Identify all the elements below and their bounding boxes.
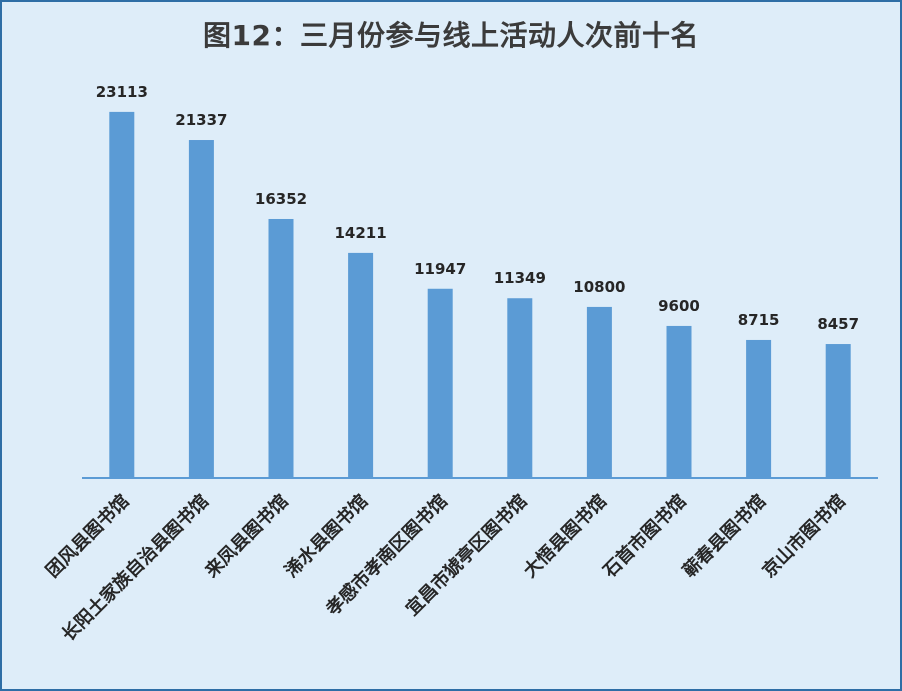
category-label: 京山市图书馆 <box>758 490 850 582</box>
category-label: 来凤县图书馆 <box>200 490 293 583</box>
data-label: 16352 <box>255 190 307 208</box>
data-label: 8457 <box>817 315 859 333</box>
category-label: 长阳土家族自治县图书馆 <box>57 490 213 646</box>
data-label: 10800 <box>573 278 625 296</box>
bar <box>825 344 851 478</box>
data-label: 21337 <box>175 111 227 129</box>
bar <box>188 140 214 479</box>
bar <box>427 288 453 478</box>
data-label: 14211 <box>335 224 387 242</box>
category-label: 石首市图书馆 <box>598 490 691 583</box>
bar <box>348 252 374 478</box>
data-label: 23113 <box>96 83 148 101</box>
chart-title: 图12：三月份参与线上活动人次前十名 <box>203 19 699 52</box>
data-label: 9600 <box>658 297 700 315</box>
bar <box>746 339 772 478</box>
bar <box>507 298 533 478</box>
bar <box>666 325 692 478</box>
bar <box>109 111 135 479</box>
data-label: 11947 <box>414 260 466 278</box>
bar <box>586 306 612 478</box>
category-label: 蕲春县图书馆 <box>678 490 770 582</box>
data-label: 11349 <box>494 269 546 287</box>
bar <box>268 218 294 478</box>
category-label: 大悟县图书馆 <box>519 490 611 582</box>
data-label: 8715 <box>738 311 780 329</box>
